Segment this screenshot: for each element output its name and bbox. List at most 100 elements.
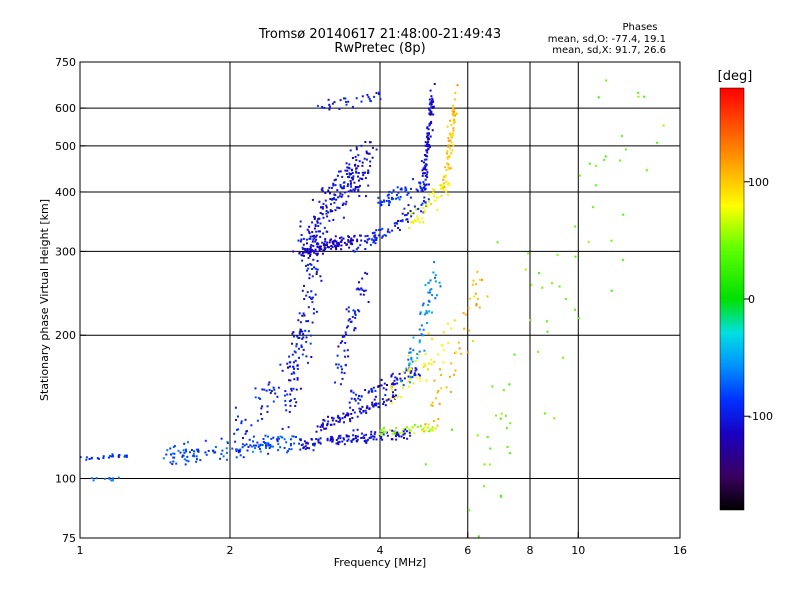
y-tick-label: 500	[55, 140, 76, 153]
data-point	[260, 413, 262, 416]
data-point	[364, 440, 367, 443]
data-point	[423, 196, 426, 199]
data-point	[319, 442, 322, 445]
data-point	[110, 479, 113, 482]
data-point	[393, 432, 396, 435]
data-point	[378, 433, 381, 436]
data-point	[411, 220, 414, 223]
data-point	[367, 438, 369, 441]
data-point	[322, 423, 324, 426]
data-point	[306, 228, 309, 231]
data-point	[387, 196, 390, 199]
data-point	[446, 125, 449, 128]
colorbar-tick-label: 100	[748, 176, 769, 189]
data-point	[419, 311, 422, 314]
data-point	[353, 181, 356, 184]
data-point	[391, 429, 394, 432]
data-point	[387, 398, 390, 401]
data-point	[331, 416, 333, 419]
data-point	[426, 171, 429, 174]
data-point	[453, 110, 455, 113]
data-point	[307, 267, 310, 270]
data-point	[279, 435, 282, 438]
data-point	[290, 389, 293, 392]
data-point	[429, 279, 432, 282]
data-point	[374, 389, 377, 392]
data-point	[332, 184, 335, 187]
data-point	[385, 234, 388, 237]
data-point	[380, 429, 383, 432]
data-point	[318, 246, 321, 249]
data-point	[419, 186, 422, 189]
data-point	[388, 231, 391, 234]
data-point	[175, 462, 178, 465]
data-point	[435, 397, 438, 400]
data-point	[574, 255, 577, 258]
data-point	[366, 238, 369, 241]
data-point	[259, 450, 262, 453]
data-point	[359, 234, 362, 237]
data-point	[398, 435, 401, 438]
colorbar-tick-label: -100	[748, 410, 773, 423]
data-point	[368, 97, 371, 100]
data-point	[351, 169, 353, 172]
data-point	[367, 169, 370, 172]
data-point	[455, 112, 458, 115]
data-point	[326, 422, 329, 425]
data-point	[564, 298, 567, 300]
data-point	[382, 428, 385, 431]
data-point	[351, 178, 354, 181]
data-point	[426, 176, 429, 179]
data-point	[291, 435, 294, 438]
data-point	[345, 162, 348, 165]
data-point	[356, 240, 359, 243]
data-point	[414, 367, 417, 370]
data-point	[331, 437, 334, 440]
data-point	[422, 181, 425, 184]
data-point	[373, 433, 376, 435]
data-point	[107, 456, 110, 459]
data-point	[421, 429, 423, 431]
data-point	[343, 181, 346, 184]
data-point	[102, 457, 105, 459]
data-point	[268, 444, 271, 447]
data-point	[405, 430, 408, 433]
data-point	[355, 393, 357, 396]
data-point	[345, 414, 348, 416]
data-point	[432, 105, 435, 108]
data-point	[354, 155, 357, 158]
data-point	[338, 416, 341, 419]
data-point	[610, 239, 613, 242]
data-point	[241, 443, 244, 446]
data-point	[455, 351, 457, 354]
data-point	[489, 447, 492, 450]
data-point	[187, 460, 190, 463]
data-point	[361, 171, 364, 174]
data-point	[379, 229, 382, 231]
data-point	[413, 423, 416, 426]
data-point	[424, 364, 427, 367]
data-point	[342, 437, 345, 440]
data-point	[402, 430, 405, 433]
data-point	[350, 412, 353, 415]
y-tick-label: 400	[55, 186, 76, 199]
data-point	[392, 189, 395, 192]
data-point	[362, 293, 365, 296]
data-point	[551, 282, 553, 285]
data-point	[301, 254, 304, 257]
data-point	[305, 355, 308, 358]
data-point	[405, 213, 408, 216]
data-point	[486, 295, 489, 298]
data-point	[249, 444, 252, 447]
data-point	[360, 239, 363, 242]
data-point	[403, 371, 406, 374]
data-point	[353, 411, 356, 414]
data-point	[622, 213, 625, 216]
chart-title: Tromsø 20140617 21:48:00-21:49:43	[258, 27, 501, 42]
data-point	[344, 203, 347, 206]
data-point	[317, 441, 320, 444]
data-point	[330, 440, 333, 443]
data-point	[405, 426, 408, 429]
data-point	[384, 394, 387, 397]
data-point	[333, 179, 336, 182]
